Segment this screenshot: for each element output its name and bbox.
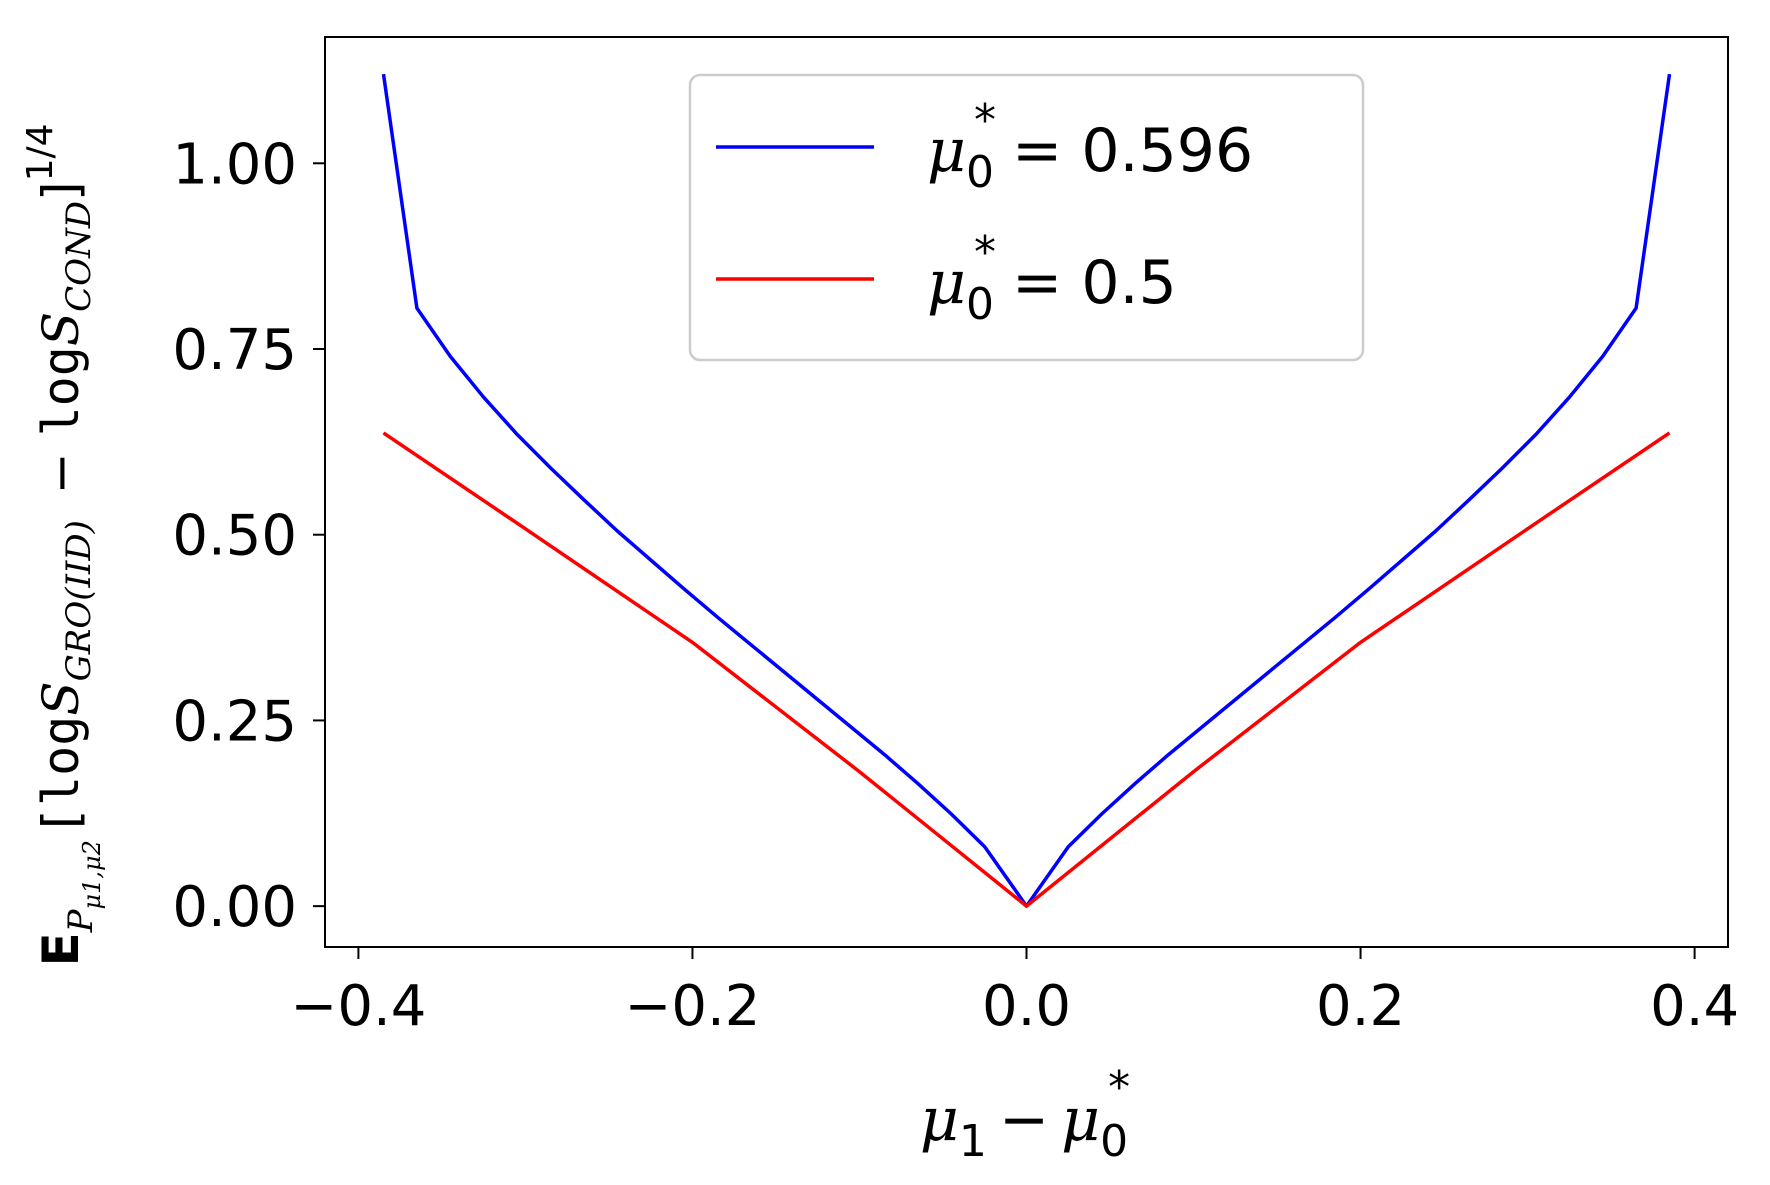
x-tick-label: 0.2 <box>1316 974 1405 1039</box>
legend-value-series-0: = 0.596 <box>1012 116 1253 186</box>
plot-frame <box>324 36 1729 948</box>
legend: μ0* = 0.596 μ0* = 0.5 <box>688 73 1365 362</box>
y-tick-label: 0.00 <box>172 875 297 940</box>
y-axis-label: EPμ1,μ2[logSGRO(IID) − logSCOND]1/4 <box>20 123 106 966</box>
legend-label-series-0: μ0* = 0.596 <box>927 95 1253 198</box>
series-line-1 <box>382 431 1671 908</box>
x-tick-label: 0.0 <box>982 974 1071 1039</box>
y-tick-label: 1.00 <box>172 132 297 197</box>
y-tick-label: 0.50 <box>172 504 297 569</box>
y-tick-label: 0.25 <box>172 689 297 754</box>
legend-value-series-1: = 0.5 <box>1012 248 1177 318</box>
x-tick-label: 0.4 <box>1650 974 1739 1039</box>
series-layer <box>381 73 1672 908</box>
y-tick-label: 0.75 <box>172 318 297 383</box>
x-axis-label: μ1− μ0* <box>920 1062 1130 1167</box>
x-axis-ticks: −0.4 −0.2 0.0 0.2 0.4 <box>290 947 1739 1039</box>
x-tick-label: −0.4 <box>290 974 426 1039</box>
y-axis-ticks: 0.00 0.25 0.50 0.75 1.00 <box>172 132 325 940</box>
svg-text:EPμ1,μ2[logSGRO(IID) − logSCON: EPμ1,μ2[logSGRO(IID) − logSCOND]1/4 <box>20 123 106 966</box>
x-tick-label: −0.2 <box>624 974 760 1039</box>
